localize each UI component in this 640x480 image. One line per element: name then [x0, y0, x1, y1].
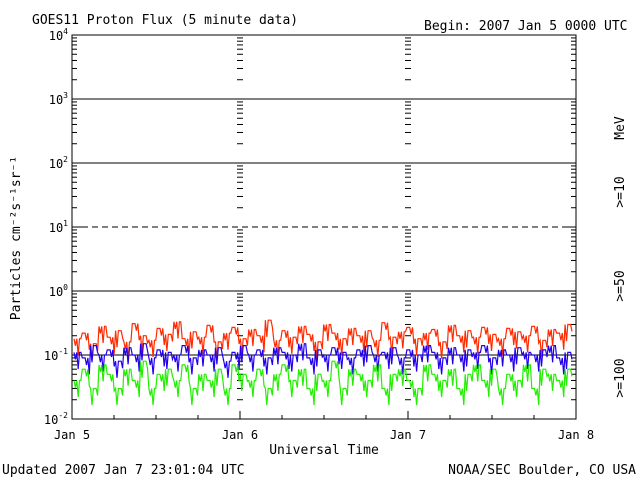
- y-tick-label: 101: [49, 219, 68, 235]
- x-axis-label: Universal Time: [269, 443, 379, 458]
- credit-text: NOAA/SEC Boulder, CO USA: [448, 463, 636, 478]
- legend-unit: MeV: [613, 116, 628, 140]
- begin-time: Begin: 2007 Jan 5 0000 UTC: [424, 19, 628, 34]
- x-tick-label: Jan 6: [222, 428, 258, 442]
- chart-title: GOES11 Proton Flux (5 minute data): [32, 13, 298, 28]
- legend-series-10: >=10: [613, 176, 628, 207]
- y-tick-label: 104: [49, 27, 68, 43]
- legend-series-50: >=50: [613, 270, 628, 301]
- grid-lines: [72, 98, 576, 356]
- y-tick-label: 103: [49, 91, 68, 107]
- x-tick-label: Jan 5: [54, 428, 90, 442]
- y-tick-label: 102: [49, 155, 68, 171]
- x-tick-label: Jan 7: [390, 428, 426, 442]
- series-line-2: [73, 360, 573, 406]
- y-axis-label: Particles cm⁻²s⁻¹sr⁻¹: [9, 156, 24, 320]
- updated-timestamp: Updated 2007 Jan 7 23:01:04 UTC: [2, 463, 245, 478]
- series-line-0: [73, 319, 573, 361]
- x-tick-labels: Jan 5 Jan 6 Jan 7 Jan 8: [54, 428, 594, 442]
- x-tick-label: Jan 8: [558, 428, 594, 442]
- series-line-1: [73, 343, 573, 378]
- series-layer: [73, 319, 573, 406]
- y-tick-label: 100: [49, 283, 68, 299]
- y-tick-label: 10-2: [44, 411, 68, 427]
- y-tick-labels: 104 103 102 101 100 10-1 10-2: [44, 27, 68, 427]
- legend-series-100: >=100: [613, 358, 628, 397]
- day-minor-ticks: [71, 34, 577, 420]
- y-tick-label: 10-1: [44, 347, 68, 363]
